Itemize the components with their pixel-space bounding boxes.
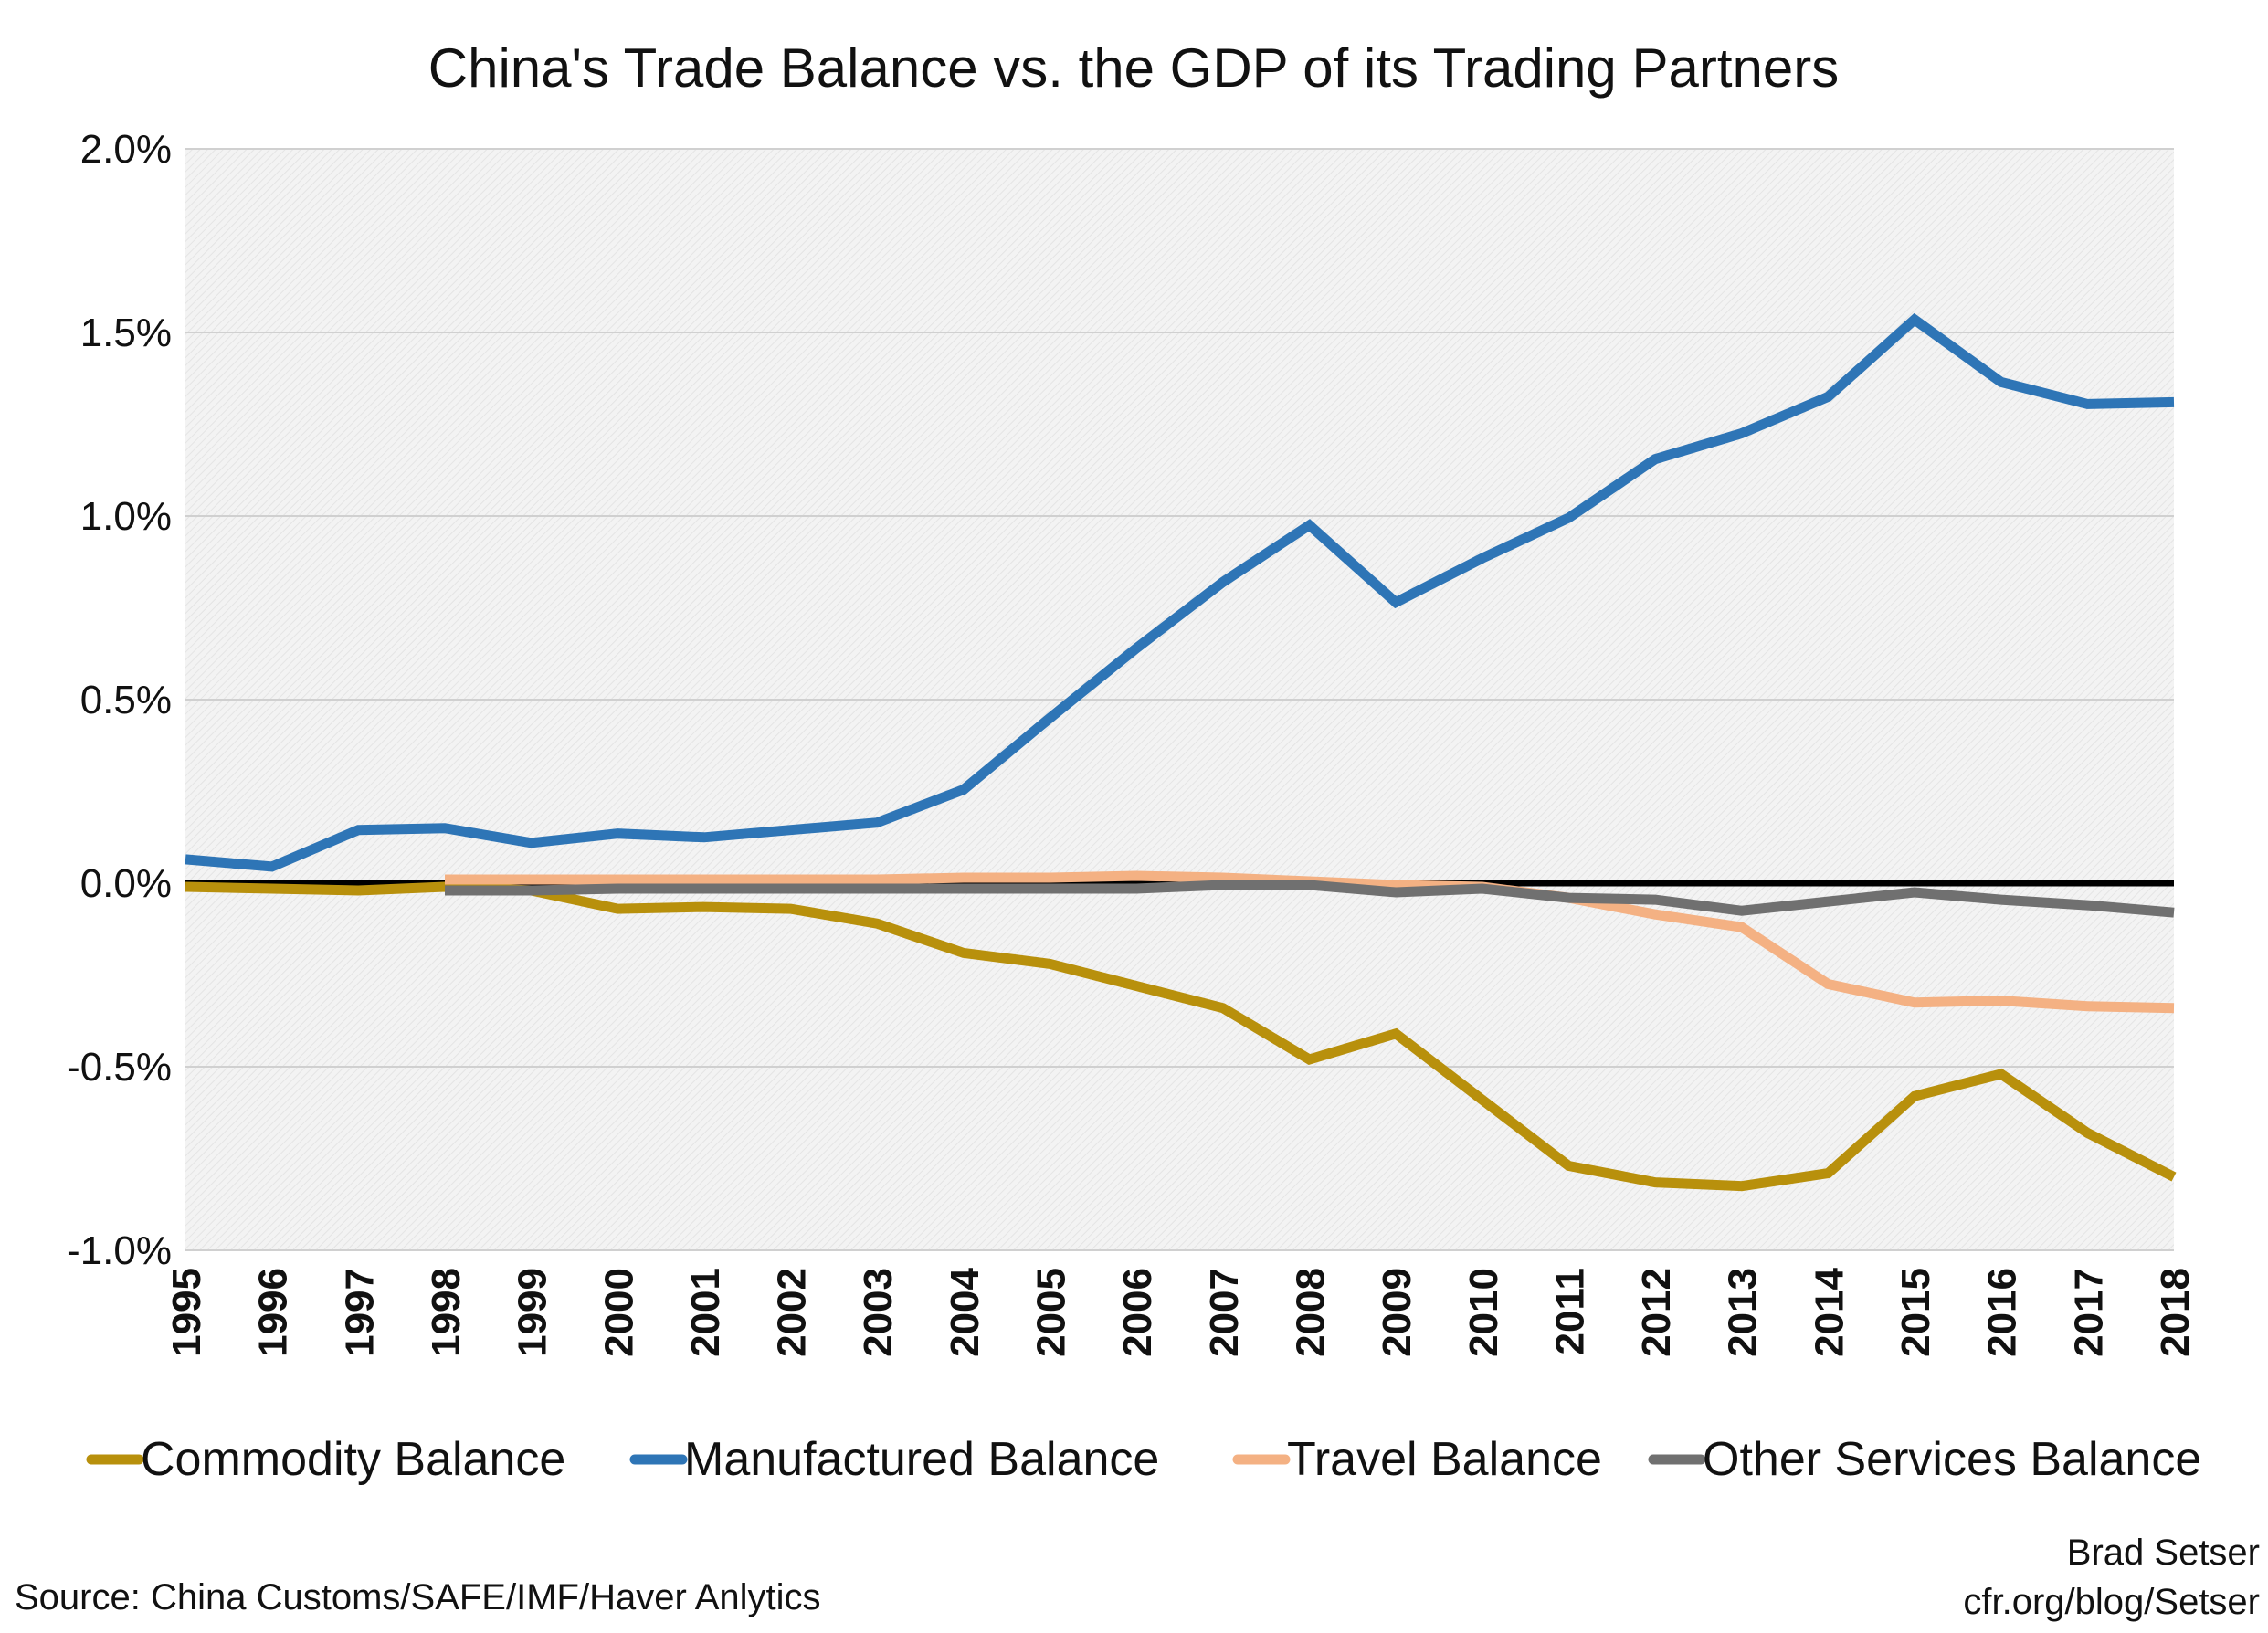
x-tick-label: 2015	[1894, 1268, 1938, 1357]
x-tick-label: 2000	[596, 1268, 641, 1357]
legend: Commodity Balance Manufactured Balance Tra…	[86, 1433, 2201, 1486]
x-tick-label: 1995	[164, 1268, 209, 1357]
series-lines	[185, 312, 2177, 1192]
legend-label: Manufactured Balance	[684, 1433, 1159, 1486]
x-tick-label: 2009	[1375, 1268, 1419, 1357]
x-tick-label: 2014	[1807, 1267, 1851, 1356]
y-axis-ticks: 2.0% 1.5% 1.0% 0.5% 0.0% -0.5% -1.0%	[67, 127, 172, 1273]
y-tick-label: -1.0%	[67, 1228, 172, 1273]
series-line-manufactured-balance	[185, 312, 2175, 872]
x-tick-label: 2003	[856, 1268, 901, 1357]
blog-url: cfr.org/blog/Setser	[1963, 1582, 2260, 1622]
series-line-other-services-balance	[445, 880, 2175, 918]
x-tick-label: 1996	[251, 1268, 296, 1357]
x-tick-label: 2001	[683, 1268, 728, 1357]
x-tick-label: 1997	[337, 1268, 382, 1357]
chart-title: China's Trade Balance vs. the GDP of its…	[428, 37, 1839, 99]
x-tick-label: 2011	[1547, 1268, 1592, 1354]
x-tick-label: 2006	[1115, 1268, 1160, 1357]
y-tick-label: 2.0%	[80, 127, 172, 172]
y-tick-label: 0.5%	[80, 678, 172, 722]
x-tick-label: 2012	[1634, 1268, 1679, 1357]
x-tick-label: 2002	[770, 1268, 815, 1357]
legend-label: Commodity Balance	[141, 1433, 565, 1486]
x-tick-label: 2013	[1721, 1268, 1766, 1357]
y-tick-label: 1.0%	[80, 494, 172, 539]
y-tick-label: 1.5%	[80, 311, 172, 355]
y-tick-label: -0.5%	[67, 1045, 172, 1090]
gridlines	[185, 148, 2174, 1251]
x-tick-label: 2007	[1202, 1268, 1247, 1357]
x-tick-label: 2005	[1029, 1268, 1074, 1357]
x-tick-label: 2004	[943, 1267, 987, 1356]
x-tick-label: 2017	[2066, 1268, 2111, 1357]
x-axis-ticks: 1995 1996 1997 1998 1999 2000 2001 2002 2003 2004…	[164, 1267, 2198, 1356]
x-tick-label: 2008	[1289, 1268, 1334, 1357]
source-note: Source: China Customs/SAFE/IMF/Haver Anl…	[15, 1577, 821, 1617]
legend-label: Other Services Balance	[1703, 1433, 2201, 1486]
x-tick-label: 1999	[511, 1268, 555, 1357]
y-tick-label: 0.0%	[80, 861, 172, 906]
x-tick-label: 1998	[424, 1268, 469, 1357]
author-credit: Brad Setser	[2067, 1533, 2260, 1573]
x-tick-label: 2018	[2153, 1268, 2198, 1357]
x-tick-label: 2010	[1461, 1268, 1506, 1357]
x-tick-label: 2016	[1980, 1268, 2025, 1357]
legend-label: Travel Balance	[1287, 1433, 1602, 1486]
